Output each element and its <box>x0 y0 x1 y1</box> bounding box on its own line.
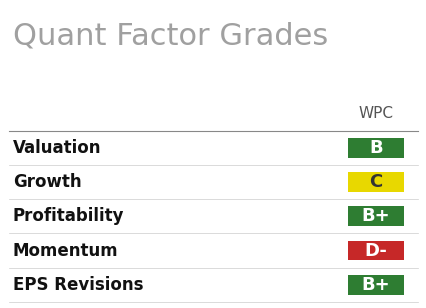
Text: Profitability: Profitability <box>13 207 124 225</box>
Text: B: B <box>368 139 382 157</box>
Text: B+: B+ <box>360 207 389 225</box>
Text: WPC: WPC <box>357 107 392 121</box>
FancyBboxPatch shape <box>347 206 403 226</box>
FancyBboxPatch shape <box>347 275 403 295</box>
FancyBboxPatch shape <box>347 241 403 261</box>
Text: Quant Factor Grades: Quant Factor Grades <box>13 22 327 51</box>
Text: Valuation: Valuation <box>13 139 101 157</box>
Text: Growth: Growth <box>13 173 81 191</box>
FancyBboxPatch shape <box>347 138 403 158</box>
FancyBboxPatch shape <box>347 172 403 192</box>
Text: B+: B+ <box>360 276 389 294</box>
Text: Momentum: Momentum <box>13 241 118 260</box>
Text: EPS Revisions: EPS Revisions <box>13 276 143 294</box>
Text: C: C <box>368 173 382 191</box>
Text: D-: D- <box>363 241 386 260</box>
